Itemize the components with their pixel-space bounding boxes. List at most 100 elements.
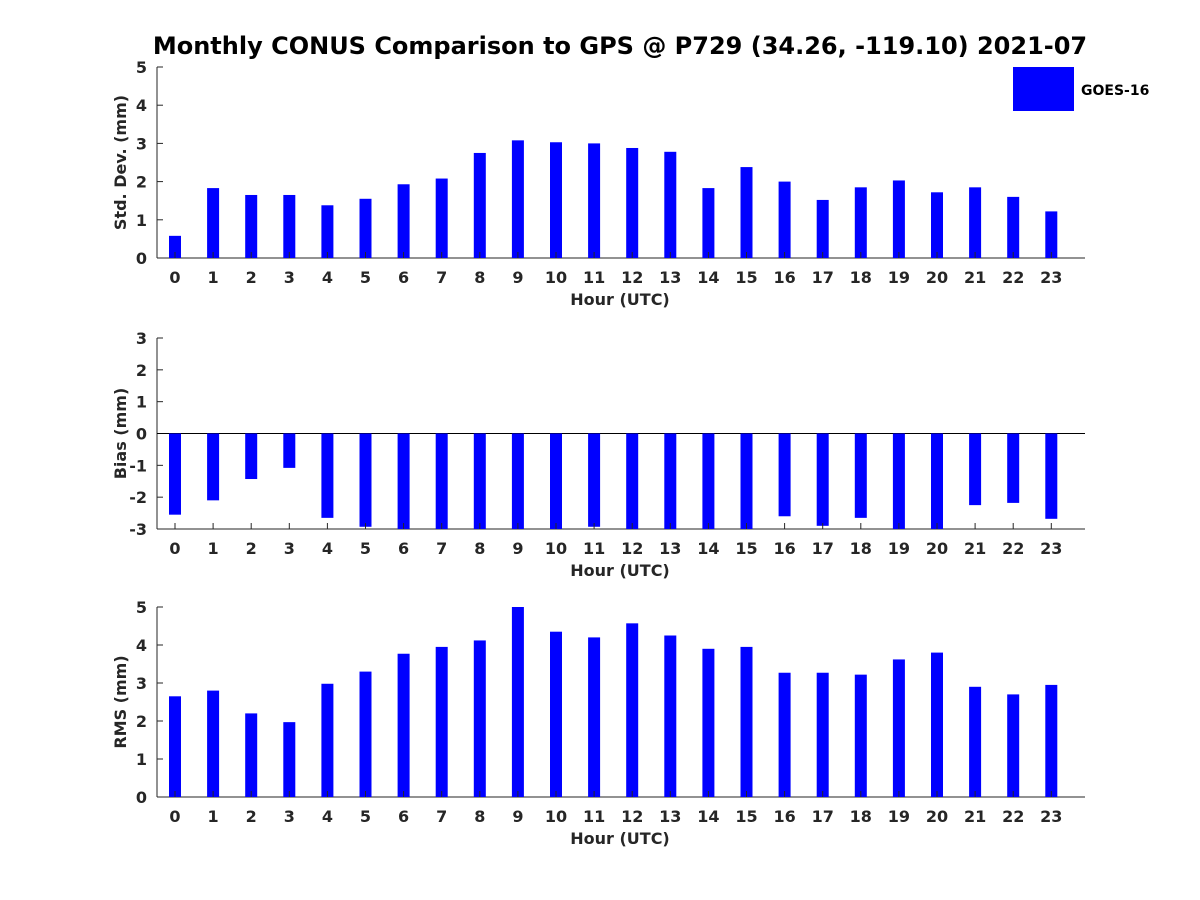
rms-bar xyxy=(778,672,791,797)
bias-x-tick-label: 0 xyxy=(169,539,180,558)
std-dev-bar xyxy=(969,187,982,258)
rms-bar xyxy=(550,631,562,797)
std-dev-x-tick-label: 8 xyxy=(474,268,485,287)
rms-x-tick-label: 3 xyxy=(284,807,295,826)
std-dev-y-tick-label: 5 xyxy=(136,58,147,77)
bias-bar xyxy=(397,433,410,529)
rms-bar xyxy=(1007,694,1020,797)
bias-x-tick-label: 5 xyxy=(360,539,371,558)
std-dev-x-tick-label: 1 xyxy=(208,268,219,287)
std-dev-bar xyxy=(664,151,677,258)
legend: GOES-16 xyxy=(1013,67,1149,111)
rms-x-tick-label: 22 xyxy=(1002,807,1024,826)
std-dev-bar xyxy=(169,235,181,258)
rms-ylabel: RMS (mm) xyxy=(111,655,130,748)
std-dev-bar xyxy=(550,142,562,258)
rms-y-tick-label: 0 xyxy=(136,788,147,807)
legend-swatch xyxy=(1013,67,1074,111)
bias-bar xyxy=(321,433,334,518)
std-dev-x-tick-label: 15 xyxy=(735,268,757,287)
std-dev-bar xyxy=(245,194,258,258)
std-dev-x-tick-label: 17 xyxy=(812,268,834,287)
rms-x-tick-label: 9 xyxy=(512,807,523,826)
rms-x-tick-label: 5 xyxy=(360,807,371,826)
bias-x-tick-label: 6 xyxy=(398,539,409,558)
rms-bar xyxy=(854,674,867,797)
std-dev-bar xyxy=(473,152,486,258)
rms-bar xyxy=(969,686,982,797)
rms-bar xyxy=(892,659,905,797)
bias-x-tick-label: 10 xyxy=(545,539,567,558)
std-dev-x-tick-label: 19 xyxy=(888,268,910,287)
std-dev-bar xyxy=(816,199,829,258)
rms-x-tick-label: 0 xyxy=(169,807,180,826)
std-dev-y-tick-label: 0 xyxy=(136,249,147,268)
bias-bar xyxy=(207,433,220,501)
bias-x-tick-label: 22 xyxy=(1002,539,1024,558)
rms-bar xyxy=(473,640,486,797)
rms-x-tick-label: 13 xyxy=(659,807,681,826)
rms-x-tick-label: 1 xyxy=(208,807,219,826)
std-dev-y-tick-label: 2 xyxy=(136,173,147,192)
bias-x-tick-label: 18 xyxy=(850,539,872,558)
rms-bar xyxy=(169,696,181,797)
bias-bar xyxy=(1045,433,1058,519)
bias-y-tick-label: -3 xyxy=(129,520,147,539)
std-dev-xlabel: Hour (UTC) xyxy=(570,290,670,309)
rms-y-tick-label: 1 xyxy=(136,750,147,769)
bias-bar xyxy=(473,433,486,529)
bias-xlabel: Hour (UTC) xyxy=(570,561,670,580)
rms-x-tick-label: 16 xyxy=(773,807,795,826)
std-dev-x-tick-label: 2 xyxy=(246,268,257,287)
bias-y-tick-label: 2 xyxy=(136,361,147,380)
bias-bar xyxy=(778,433,791,517)
bias-bar xyxy=(588,433,601,527)
bias-x-tick-label: 20 xyxy=(926,539,948,558)
rms-bar xyxy=(816,672,829,797)
rms-bar xyxy=(1045,684,1058,797)
rms-y-tick-label: 3 xyxy=(136,674,147,693)
bias-bar xyxy=(854,433,867,518)
rms-x-tick-label: 6 xyxy=(398,807,409,826)
bias-x-tick-label: 23 xyxy=(1040,539,1062,558)
std-dev-bar xyxy=(1045,211,1058,258)
bias-x-tick-label: 1 xyxy=(208,539,219,558)
std-dev-bar xyxy=(435,178,448,258)
std-dev-y-tick-label: 4 xyxy=(136,96,147,115)
std-dev-x-tick-label: 18 xyxy=(850,268,872,287)
rms-x-tick-label: 18 xyxy=(850,807,872,826)
bias-bar xyxy=(931,433,943,529)
std-dev-bar xyxy=(359,198,372,258)
rms-xlabel: Hour (UTC) xyxy=(570,829,670,848)
std-dev-x-tick-label: 10 xyxy=(545,268,567,287)
bias-y-tick-label: 1 xyxy=(136,393,147,412)
bias-bar xyxy=(969,433,982,506)
rms-bar xyxy=(397,653,410,797)
rms-x-tick-label: 23 xyxy=(1040,807,1062,826)
bias-bar xyxy=(359,433,372,527)
std-dev-bar xyxy=(626,147,639,258)
rms-x-tick-label: 17 xyxy=(812,807,834,826)
bias-y-tick-label: 0 xyxy=(136,425,147,444)
bias-bar xyxy=(435,433,448,529)
rms-x-tick-label: 2 xyxy=(246,807,257,826)
rms-bar xyxy=(435,646,448,797)
figure-title: Monthly CONUS Comparison to GPS @ P729 (… xyxy=(153,32,1087,60)
std-dev-ylabel: Std. Dev. (mm) xyxy=(111,95,130,230)
bias-x-tick-label: 11 xyxy=(583,539,605,558)
rms-x-tick-label: 12 xyxy=(621,807,643,826)
std-dev-bar xyxy=(397,184,410,258)
rms-x-tick-label: 11 xyxy=(583,807,605,826)
bias-x-tick-label: 2 xyxy=(246,539,257,558)
std-dev-x-tick-label: 20 xyxy=(926,268,948,287)
bias-x-tick-label: 3 xyxy=(284,539,295,558)
bias-bar xyxy=(892,433,905,529)
std-dev-x-tick-label: 11 xyxy=(583,268,605,287)
bias-bar xyxy=(245,433,258,480)
bias-bar xyxy=(664,433,677,529)
rms-y-tick-label: 4 xyxy=(136,636,147,655)
rms-x-tick-label: 14 xyxy=(697,807,719,826)
bias-x-tick-label: 17 xyxy=(812,539,834,558)
